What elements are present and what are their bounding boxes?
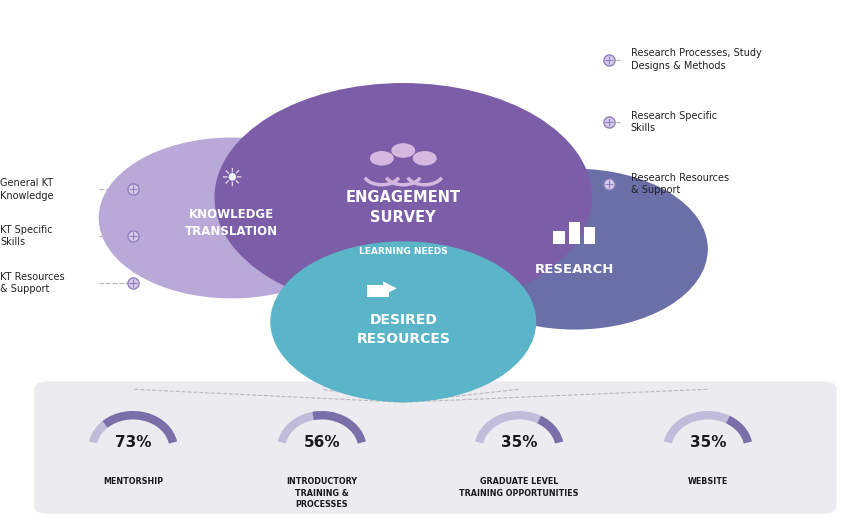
Text: KNOWLEDGE
TRANSLATION: KNOWLEDGE TRANSLATION xyxy=(185,208,278,238)
Text: 35%: 35% xyxy=(501,435,537,450)
Text: Research Resources
& Support: Research Resources & Support xyxy=(631,173,728,196)
Text: 73%: 73% xyxy=(115,435,151,450)
Text: KT Resources
& Support: KT Resources & Support xyxy=(0,271,64,294)
Circle shape xyxy=(270,241,536,402)
Circle shape xyxy=(442,169,708,330)
Text: INTRODUCTORY
TRAINING &
PROCESSES: INTRODUCTORY TRAINING & PROCESSES xyxy=(287,477,357,509)
Circle shape xyxy=(413,151,437,166)
Text: GRADUATE LEVEL
TRAINING OPPORTUNITIES: GRADUATE LEVEL TRAINING OPPORTUNITIES xyxy=(459,477,579,498)
Text: ▶: ▶ xyxy=(384,279,397,297)
Text: MENTORSHIP: MENTORSHIP xyxy=(103,477,163,486)
Text: Research Specific
Skills: Research Specific Skills xyxy=(631,111,716,133)
Text: General KT
Knowledge: General KT Knowledge xyxy=(0,178,53,201)
Circle shape xyxy=(391,143,415,158)
Circle shape xyxy=(99,138,365,298)
Text: ☀: ☀ xyxy=(221,167,243,191)
Text: KT Specific
Skills: KT Specific Skills xyxy=(0,225,52,248)
FancyBboxPatch shape xyxy=(34,381,837,514)
Text: Research Processes, Study
Designs & Methods: Research Processes, Study Designs & Meth… xyxy=(631,48,761,71)
Text: 35%: 35% xyxy=(690,435,726,450)
Text: LEARNING NEEDS: LEARNING NEEDS xyxy=(359,247,448,256)
Bar xyxy=(584,227,595,244)
Text: WEBSITE: WEBSITE xyxy=(688,477,728,486)
Bar xyxy=(553,231,565,244)
Circle shape xyxy=(214,83,592,311)
Bar xyxy=(569,222,580,244)
Text: 56%: 56% xyxy=(304,435,340,450)
Circle shape xyxy=(370,151,394,166)
Text: DESIRED
RESOURCES: DESIRED RESOURCES xyxy=(356,313,450,346)
Text: RESEARCH: RESEARCH xyxy=(535,263,614,277)
Bar xyxy=(367,285,389,297)
Text: ENGAGEMENT
SURVEY: ENGAGEMENT SURVEY xyxy=(346,190,461,225)
